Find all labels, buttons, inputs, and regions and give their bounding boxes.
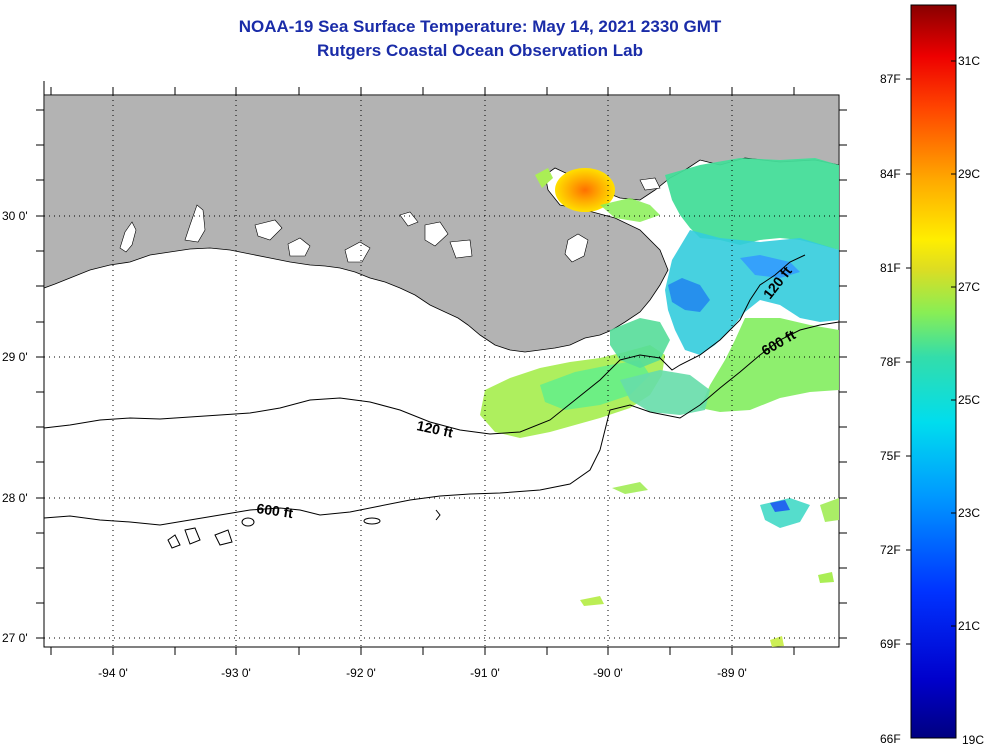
lon-label-91: -91 0' <box>470 666 500 680</box>
sst-patch-delta-east <box>620 370 710 415</box>
contour-120ft-west <box>43 254 806 435</box>
colorbar-f-81: 81F <box>880 261 901 275</box>
sst-patch-cold-pool <box>668 278 710 312</box>
sst-patch-se-6 <box>770 636 784 647</box>
colorbar-f-72: 72F <box>880 543 901 557</box>
lon-label-93: -93 0' <box>221 666 251 680</box>
sst-patch-mid-shelf <box>610 318 670 368</box>
sst-patch-se-4 <box>818 572 834 583</box>
colorbar-c-23: 23C <box>958 506 980 520</box>
sst-patch-se-5 <box>580 596 604 606</box>
sst-patch-east-upper <box>665 158 839 250</box>
sst-patch-se-3 <box>770 500 790 512</box>
lon-label-90: -90 0' <box>593 666 623 680</box>
sst-patch-plume-center <box>540 360 650 410</box>
sst-patch-lake-green <box>535 168 553 188</box>
depth-contours <box>43 254 840 549</box>
colorbar-c-27: 27C <box>958 280 980 294</box>
sst-warm-spot <box>555 168 615 212</box>
lat-label-29: 29 0' <box>2 350 28 364</box>
lon-label-89: -89 0' <box>717 666 747 680</box>
colorbar-f-75: 75F <box>880 449 901 463</box>
sst-patch-east-mid <box>665 230 839 355</box>
lat-label-30: 30 0' <box>2 209 28 223</box>
colorbar-c-25: 25C <box>958 393 980 407</box>
map-subtitle: Rutgers Coastal Ocean Observation Lab <box>317 41 643 60</box>
colorbar-f-87: 87F <box>880 72 901 86</box>
sst-patch-cold-east <box>740 255 800 278</box>
colorbar-f-66: 66F <box>880 732 901 746</box>
sst-patch-small-south <box>612 482 648 494</box>
lat-label-27: 27 0' <box>2 631 28 645</box>
colorbar-ticks <box>906 60 956 645</box>
axis-ticks <box>36 81 847 655</box>
colorbar-c-21: 21C <box>958 619 980 633</box>
colorbar-f-69: 69F <box>880 637 901 651</box>
map-title: NOAA-19 Sea Surface Temperature: May 14,… <box>238 17 722 36</box>
colorbar-f-84: 84F <box>880 167 901 181</box>
contour-label-600ft-west: 600 ft <box>256 500 295 521</box>
colorbar <box>910 4 957 739</box>
sst-data-layer <box>480 158 839 647</box>
contour-600ft <box>43 321 840 526</box>
lon-label-94: -94 0' <box>98 666 128 680</box>
lon-label-92: -92 0' <box>346 666 376 680</box>
sst-patch-se-2 <box>820 498 839 522</box>
colorbar-f-78: 78F <box>880 355 901 369</box>
colorbar-c-31: 31C <box>958 54 980 68</box>
lat-label-28: 28 0' <box>2 491 28 505</box>
contour-label-120ft-west: 120 ft <box>415 417 454 440</box>
land-area <box>43 94 840 353</box>
sst-patch-green-east <box>700 318 839 412</box>
colorbar-c-29: 29C <box>958 167 980 181</box>
colorbar-c-19: 19C <box>962 733 984 747</box>
lat-lon-grid <box>44 95 839 647</box>
